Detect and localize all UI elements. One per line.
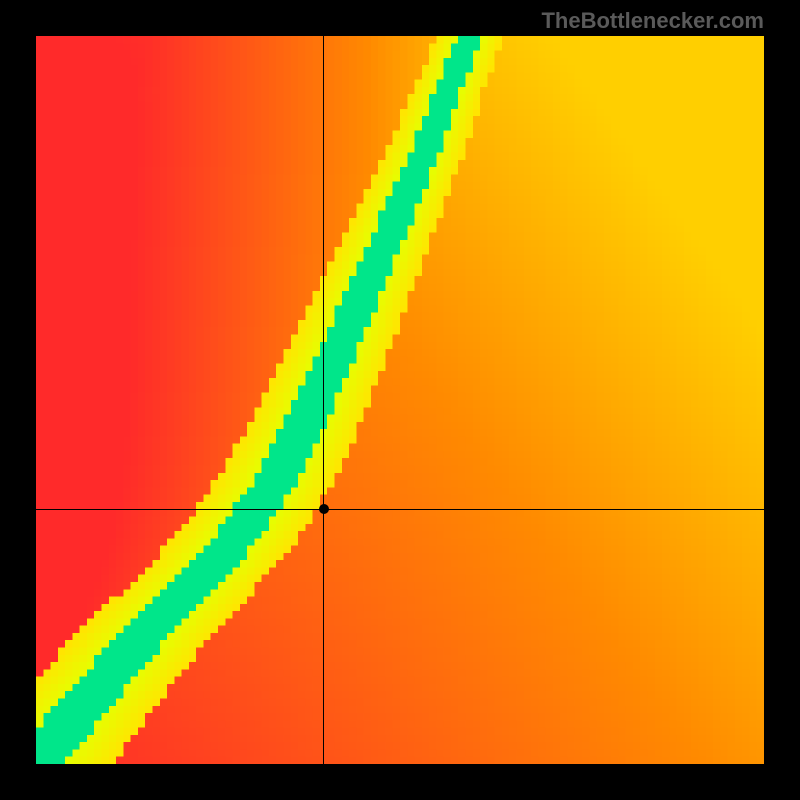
- bottleneck-heatmap: [36, 36, 764, 764]
- selected-point-marker: [319, 504, 329, 514]
- crosshair-horizontal: [36, 509, 764, 510]
- watermark-text: TheBottlenecker.com: [541, 8, 764, 34]
- crosshair-vertical: [323, 36, 324, 764]
